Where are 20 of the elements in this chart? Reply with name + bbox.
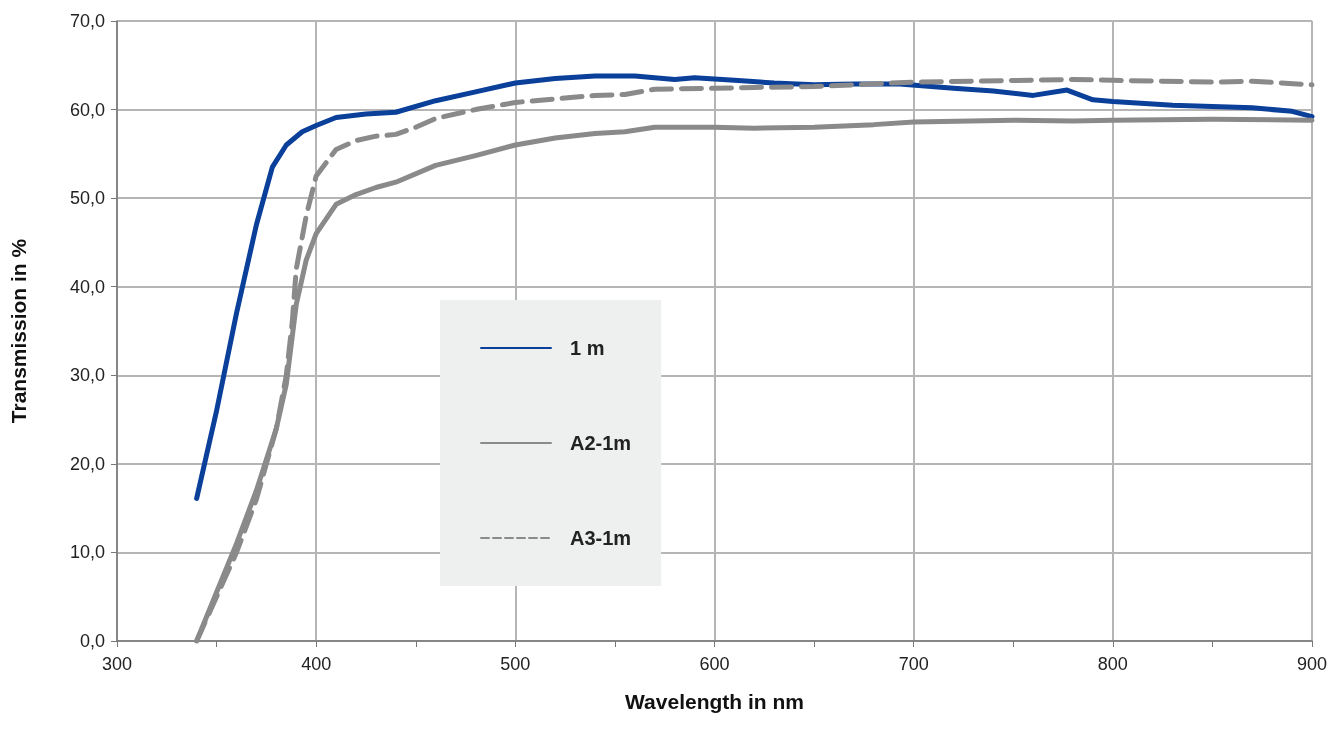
x-axis-title: Wavelength in nm	[625, 690, 804, 713]
y-tick-label: 10,0	[69, 542, 105, 563]
x-tick-label: 300	[101, 654, 133, 674]
y-axis-title: Transmission in %	[7, 238, 30, 424]
y-tick-label: 40,0	[69, 276, 105, 297]
legend-label: A2-1m	[570, 432, 632, 454]
legend-label: A3-1m	[570, 527, 632, 549]
x-tick-label: 800	[1097, 654, 1128, 674]
x-tick-label: 700	[898, 654, 929, 674]
legend-label: 1 m	[570, 337, 605, 359]
y-tick-label: 30,0	[69, 365, 105, 386]
y-tick-label: 50,0	[69, 188, 105, 209]
y-tick-label: 70,0	[69, 11, 105, 31]
x-tick-label: 900	[1296, 654, 1328, 674]
y-tick-label: 20,0	[69, 453, 105, 474]
x-tick-label: 500	[500, 654, 531, 674]
x-tick-label: 400	[301, 654, 332, 674]
x-tick-label: 600	[699, 654, 730, 674]
y-tick-label: 60,0	[69, 99, 105, 120]
y-tick-label: 0,0	[79, 631, 105, 651]
